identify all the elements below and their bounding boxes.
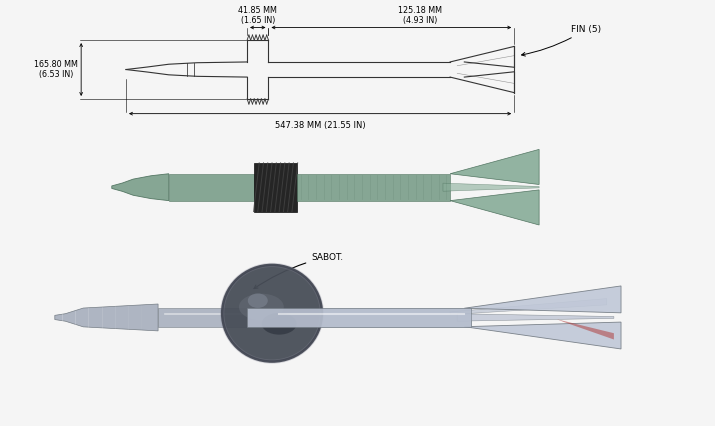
Polygon shape (247, 308, 471, 327)
Text: 547.38 MM (21.55 IN): 547.38 MM (21.55 IN) (275, 121, 365, 130)
Ellipse shape (248, 294, 267, 308)
Polygon shape (55, 304, 158, 331)
Polygon shape (443, 183, 539, 191)
Text: SABOT.: SABOT. (254, 253, 343, 288)
Ellipse shape (222, 265, 322, 362)
Text: 165.80 MM
(6.53 IN): 165.80 MM (6.53 IN) (34, 60, 79, 79)
Polygon shape (158, 308, 471, 327)
Polygon shape (450, 299, 607, 315)
Polygon shape (450, 190, 539, 225)
Text: 125.18 MM
(4.93 IN): 125.18 MM (4.93 IN) (398, 6, 442, 26)
Ellipse shape (262, 313, 297, 335)
Polygon shape (112, 174, 169, 201)
Polygon shape (450, 150, 539, 184)
Text: 41.85 MM
(1.65 IN): 41.85 MM (1.65 IN) (238, 6, 277, 26)
Polygon shape (464, 322, 621, 349)
Polygon shape (169, 174, 255, 201)
Polygon shape (557, 320, 614, 340)
Polygon shape (464, 286, 621, 313)
Polygon shape (457, 314, 614, 321)
Text: FIN (5): FIN (5) (521, 25, 601, 56)
Polygon shape (297, 174, 450, 201)
Polygon shape (255, 163, 297, 212)
Ellipse shape (239, 294, 284, 320)
